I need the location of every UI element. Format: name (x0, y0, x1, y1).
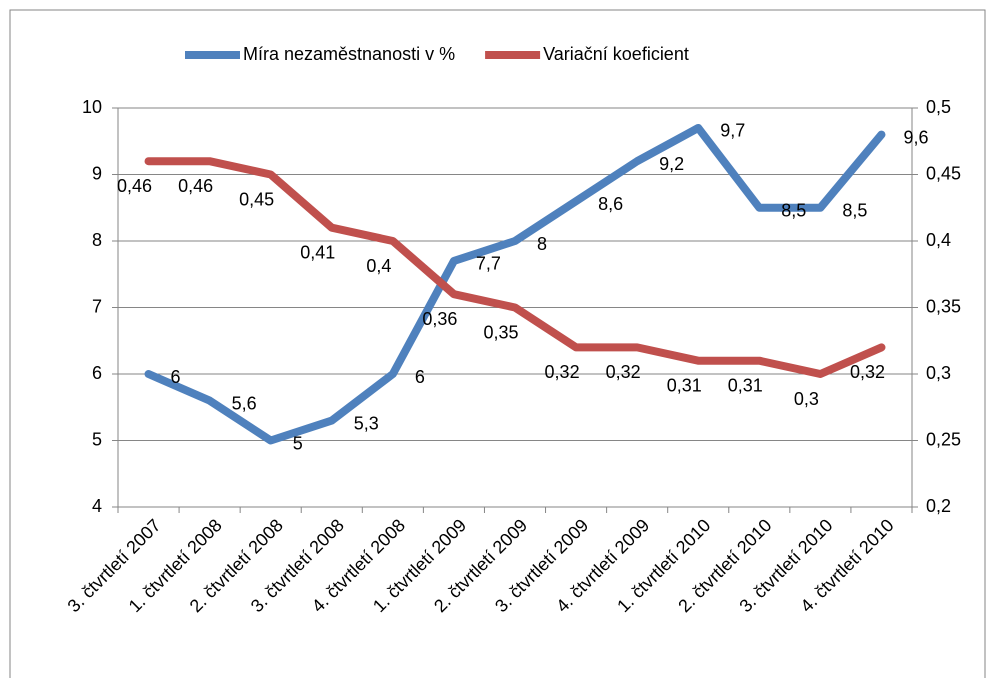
y2-tick-label: 0,3 (926, 363, 951, 383)
y2-tick-label: 0,5 (926, 97, 951, 117)
data-label: 0,31 (728, 375, 763, 395)
data-label: 9,6 (903, 127, 928, 147)
data-label: 0,3 (794, 389, 819, 409)
data-label: 5,6 (232, 393, 257, 413)
y-tick-label: 4 (92, 496, 102, 516)
y-tick-label: 9 (92, 163, 102, 183)
y-tick-label: 6 (92, 363, 102, 383)
y2-tick-label: 0,45 (926, 163, 961, 183)
data-label: 0,45 (239, 189, 274, 209)
y2-tick-label: 0,35 (926, 296, 961, 316)
data-label: 6 (415, 367, 425, 387)
y-tick-label: 5 (92, 429, 102, 449)
data-label: 8,6 (598, 194, 623, 214)
data-label: 0,46 (178, 176, 213, 196)
legend-label: Variační koeficient (543, 44, 689, 64)
legend-label: Míra nezaměstnanosti v % (243, 44, 455, 64)
y2-tick-label: 0,25 (926, 429, 961, 449)
series-line (144, 157, 886, 378)
data-label: 0,46 (117, 176, 152, 196)
data-label: 8 (537, 234, 547, 254)
y2-tick-label: 0,2 (926, 496, 951, 516)
y2-tick-label: 0,4 (926, 230, 951, 250)
data-label: 5 (293, 433, 303, 453)
data-label: 0,41 (300, 242, 335, 262)
data-label: 6 (171, 367, 181, 387)
y-tick-label: 7 (92, 296, 102, 316)
data-label: 9,2 (659, 154, 684, 174)
data-label: 0,32 (606, 362, 641, 382)
data-label: 9,7 (720, 121, 745, 141)
data-label: 5,3 (354, 413, 379, 433)
data-label: 0,32 (545, 362, 580, 382)
data-label: 8,5 (842, 201, 867, 221)
data-label: 0,31 (667, 375, 702, 395)
data-label: 0,32 (850, 362, 885, 382)
data-label: 8,5 (781, 201, 806, 221)
data-label: 0,4 (366, 256, 391, 276)
series-line (144, 123, 886, 445)
data-label: 0,36 (422, 309, 457, 329)
data-label: 7,7 (476, 254, 501, 274)
data-label: 0,35 (483, 322, 518, 342)
y-tick-label: 8 (92, 230, 102, 250)
y-tick-label: 10 (82, 97, 102, 117)
chart-border (9, 9, 986, 678)
